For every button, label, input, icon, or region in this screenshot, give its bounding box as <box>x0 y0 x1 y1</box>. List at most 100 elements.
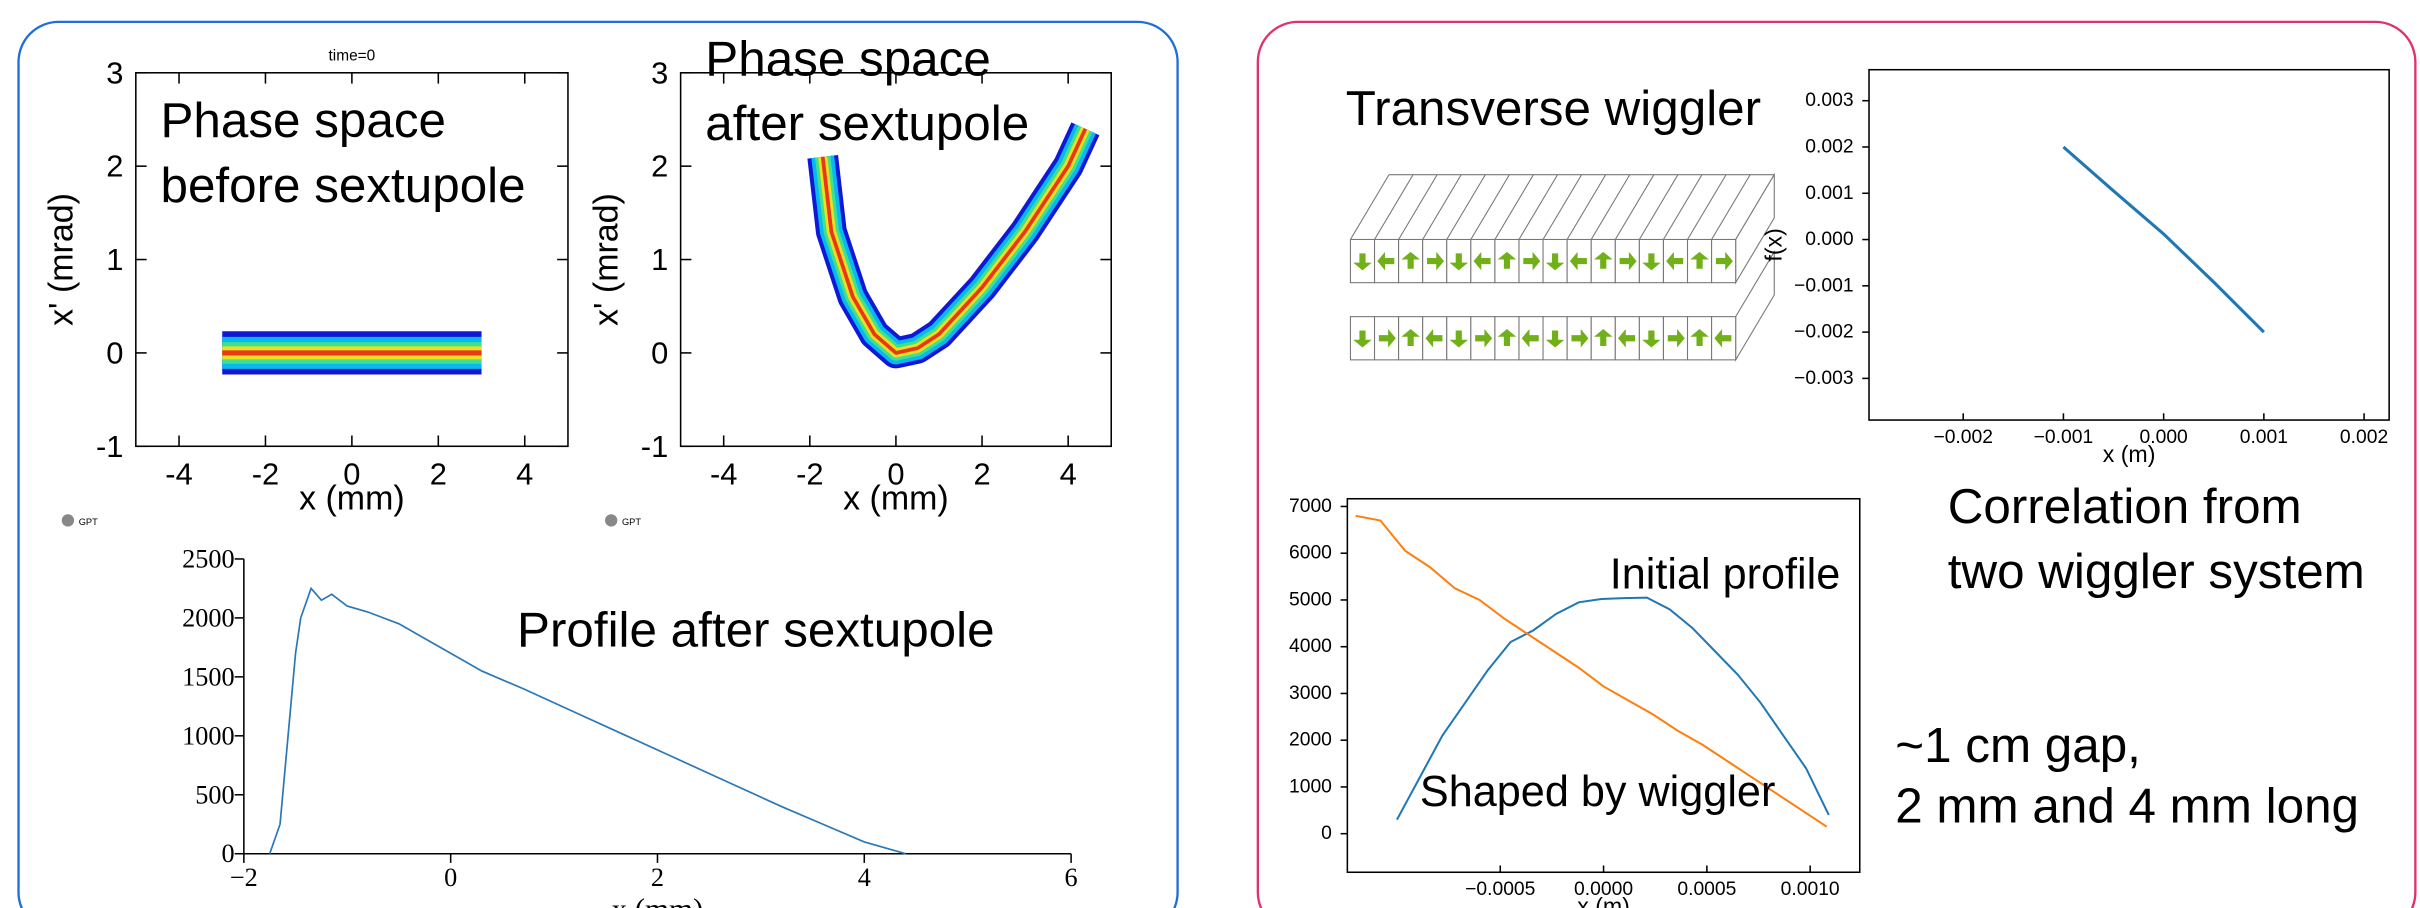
wiggler-edge <box>1447 175 1486 240</box>
y-tick-label: 0 <box>651 335 668 370</box>
y-tick-label: 1500 <box>182 662 234 691</box>
chart: −0.002 −0.001 0.000 0.001 0.002 −0.003 −0.002 −… <box>1760 70 2389 467</box>
x-axis-label: x (m) <box>1577 893 1630 908</box>
y-tick-label: 1000 <box>1289 776 1332 797</box>
x-tick-label: 0.002 <box>2340 427 2388 448</box>
y-tick-label: 3 <box>651 55 668 90</box>
x-tick-label: 4 <box>516 457 533 492</box>
wiggler-edge <box>1567 175 1606 240</box>
wiggler-edge <box>1591 175 1630 240</box>
y-tick-label: 0 <box>106 335 123 370</box>
y-tick-label: 6000 <box>1289 543 1332 564</box>
y-tick-label: 2 <box>651 149 668 184</box>
series-label: Shaped by wiggler <box>1420 768 1775 816</box>
x-tick-label: −0.0005 <box>1465 879 1535 900</box>
x-axis-label: x (m) <box>2103 441 2156 467</box>
wiggler-edge <box>1615 175 1654 240</box>
wiggler-edge <box>1688 175 1727 240</box>
x-tick-label: -4 <box>165 457 192 492</box>
y-tick-label: 1 <box>106 242 123 277</box>
y-tick-label: 500 <box>195 780 234 809</box>
x-tick-label: 0.0010 <box>1781 879 1840 900</box>
y-axis-label: f(x) <box>1760 228 1786 261</box>
y-tick-label: -1 <box>96 429 123 464</box>
y-tick-label: 0.003 <box>1805 90 1853 111</box>
y-tick-label: -1 <box>641 429 668 464</box>
x-axis-label: x (mm) <box>612 892 704 908</box>
annotation: ~1 cm gap, <box>1895 718 2141 773</box>
logo: GPT <box>622 517 641 527</box>
chart: −2024605001000150020002500x (mm)Profile … <box>182 544 1077 908</box>
x-tick-label: 2 <box>973 457 990 492</box>
line <box>2063 147 2263 332</box>
y-tick-label: −0.002 <box>1794 322 1854 343</box>
y-tick-label: −0.003 <box>1794 368 1854 389</box>
y-tick-label: 0 <box>1321 823 1332 844</box>
x-tick-label: 6 <box>1065 863 1078 892</box>
series-label: Initial profile <box>1610 550 1841 598</box>
x-tick-label: -2 <box>252 457 279 492</box>
x-tick-label: 4 <box>1060 457 1077 492</box>
x-axis-label: x (mm) <box>299 480 405 518</box>
annotation: Transverse wiggler <box>1346 81 1761 136</box>
logo-dot <box>605 514 617 526</box>
logo: GPT <box>79 517 98 527</box>
wiggler-edge <box>1399 175 1438 240</box>
x-tick-label: -4 <box>710 457 737 492</box>
logo-dot <box>62 514 74 526</box>
x-tick-label: 0.001 <box>2240 427 2288 448</box>
wiggler-edge <box>1495 175 1534 240</box>
chart: -4-2024-10123x (mm)x' (mrad)time=0GPTPha… <box>43 47 568 527</box>
x-tick-label: -2 <box>796 457 823 492</box>
y-tick-label: 3000 <box>1289 683 1332 704</box>
y-tick-label: 4000 <box>1289 636 1332 657</box>
wiggler-diagram <box>1350 175 1774 360</box>
x-tick-label: 0 <box>444 863 457 892</box>
annotation: 2 mm and 4 mm long <box>1895 778 2359 833</box>
wiggler-edge <box>1350 175 1389 240</box>
x-tick-label: 2 <box>430 457 447 492</box>
y-tick-label: 2 <box>106 149 123 184</box>
wiggler-edge <box>1375 175 1414 240</box>
x-tick-label: −0.001 <box>2034 427 2094 448</box>
wiggler-edge <box>1519 175 1558 240</box>
annotation: two wiggler system <box>1948 544 2365 599</box>
wiggler-edge <box>1663 175 1702 240</box>
y-tick-label: 0.002 <box>1805 136 1853 157</box>
x-axis-label: x (mm) <box>843 480 949 518</box>
page: -4 -2 0 2 4 -1 0 1 2 3 x (mm) x' (mrad) time=0 GPT Pha… <box>0 0 2420 908</box>
annotation: Correlation from <box>1948 479 2302 534</box>
y-tick-label: 1000 <box>182 721 234 750</box>
y-axis-label: x' (mrad) <box>43 193 81 326</box>
annotation: before sextupole <box>161 158 526 213</box>
y-axis-label: x' (mrad) <box>588 193 626 326</box>
wiggler-edge <box>1543 175 1582 240</box>
x-tick-label: 2 <box>651 863 664 892</box>
y-tick-label: 0 <box>221 839 234 868</box>
x-tick-label: 4 <box>858 863 871 892</box>
wiggler-edge <box>1471 175 1510 240</box>
chart: −0.00050.00000.00050.0010010002000300040… <box>1289 496 1860 908</box>
y-tick-label: 3 <box>106 55 123 90</box>
annotation: Profile after sextupole <box>517 602 995 657</box>
annotation: Phase space <box>705 31 990 86</box>
y-tick-label: 0.000 <box>1805 229 1853 250</box>
x-tick-label: −0.002 <box>1933 427 1993 448</box>
plot-frame <box>1869 70 2389 420</box>
y-tick-label: 2500 <box>182 544 234 573</box>
y-tick-label: 2000 <box>182 603 234 632</box>
wiggler-edge <box>1639 175 1678 240</box>
annotation: after sextupole <box>705 96 1029 151</box>
y-tick-label: 1 <box>651 242 668 277</box>
y-tick-label: 5000 <box>1289 589 1332 610</box>
wiggler-edge <box>1423 175 1462 240</box>
y-tick-label: 2000 <box>1289 730 1332 751</box>
annotation: Phase space <box>161 93 446 148</box>
x-tick-label: 0.0005 <box>1677 879 1736 900</box>
y-tick-label: −0.001 <box>1794 275 1854 296</box>
y-tick-label: 0.001 <box>1805 183 1853 204</box>
y-tick-label: 7000 <box>1289 496 1332 517</box>
slide: -4 -2 0 2 4 -1 0 1 2 3 x (mm) x' (mrad) time=0 GPT Pha… <box>0 0 2420 908</box>
chart-title: time=0 <box>329 47 376 64</box>
